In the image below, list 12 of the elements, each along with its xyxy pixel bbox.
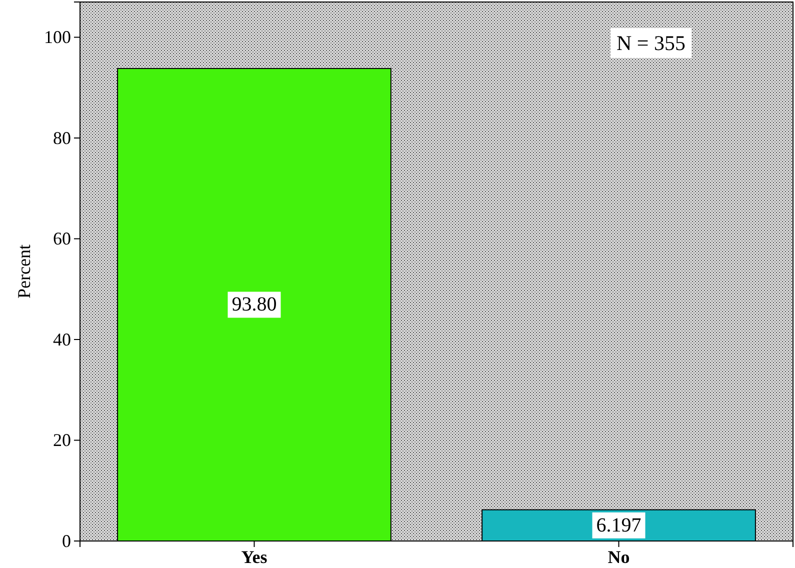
y-tick-label: 80 bbox=[53, 128, 71, 148]
y-axis-title: Percent bbox=[14, 244, 34, 298]
annotation: N = 355 bbox=[616, 31, 686, 55]
data-label: 93.80 bbox=[232, 294, 277, 316]
x-tick-label: Yes bbox=[241, 546, 268, 567]
y-tick-label: 40 bbox=[53, 329, 71, 350]
y-tick-label: 60 bbox=[53, 228, 71, 249]
data-label: 6.197 bbox=[596, 514, 642, 536]
y-tick-label: 20 bbox=[53, 430, 71, 450]
y-tick-label: 100 bbox=[44, 27, 71, 48]
y-tick-label: 0 bbox=[62, 530, 71, 551]
x-tick-label: No bbox=[608, 546, 630, 567]
